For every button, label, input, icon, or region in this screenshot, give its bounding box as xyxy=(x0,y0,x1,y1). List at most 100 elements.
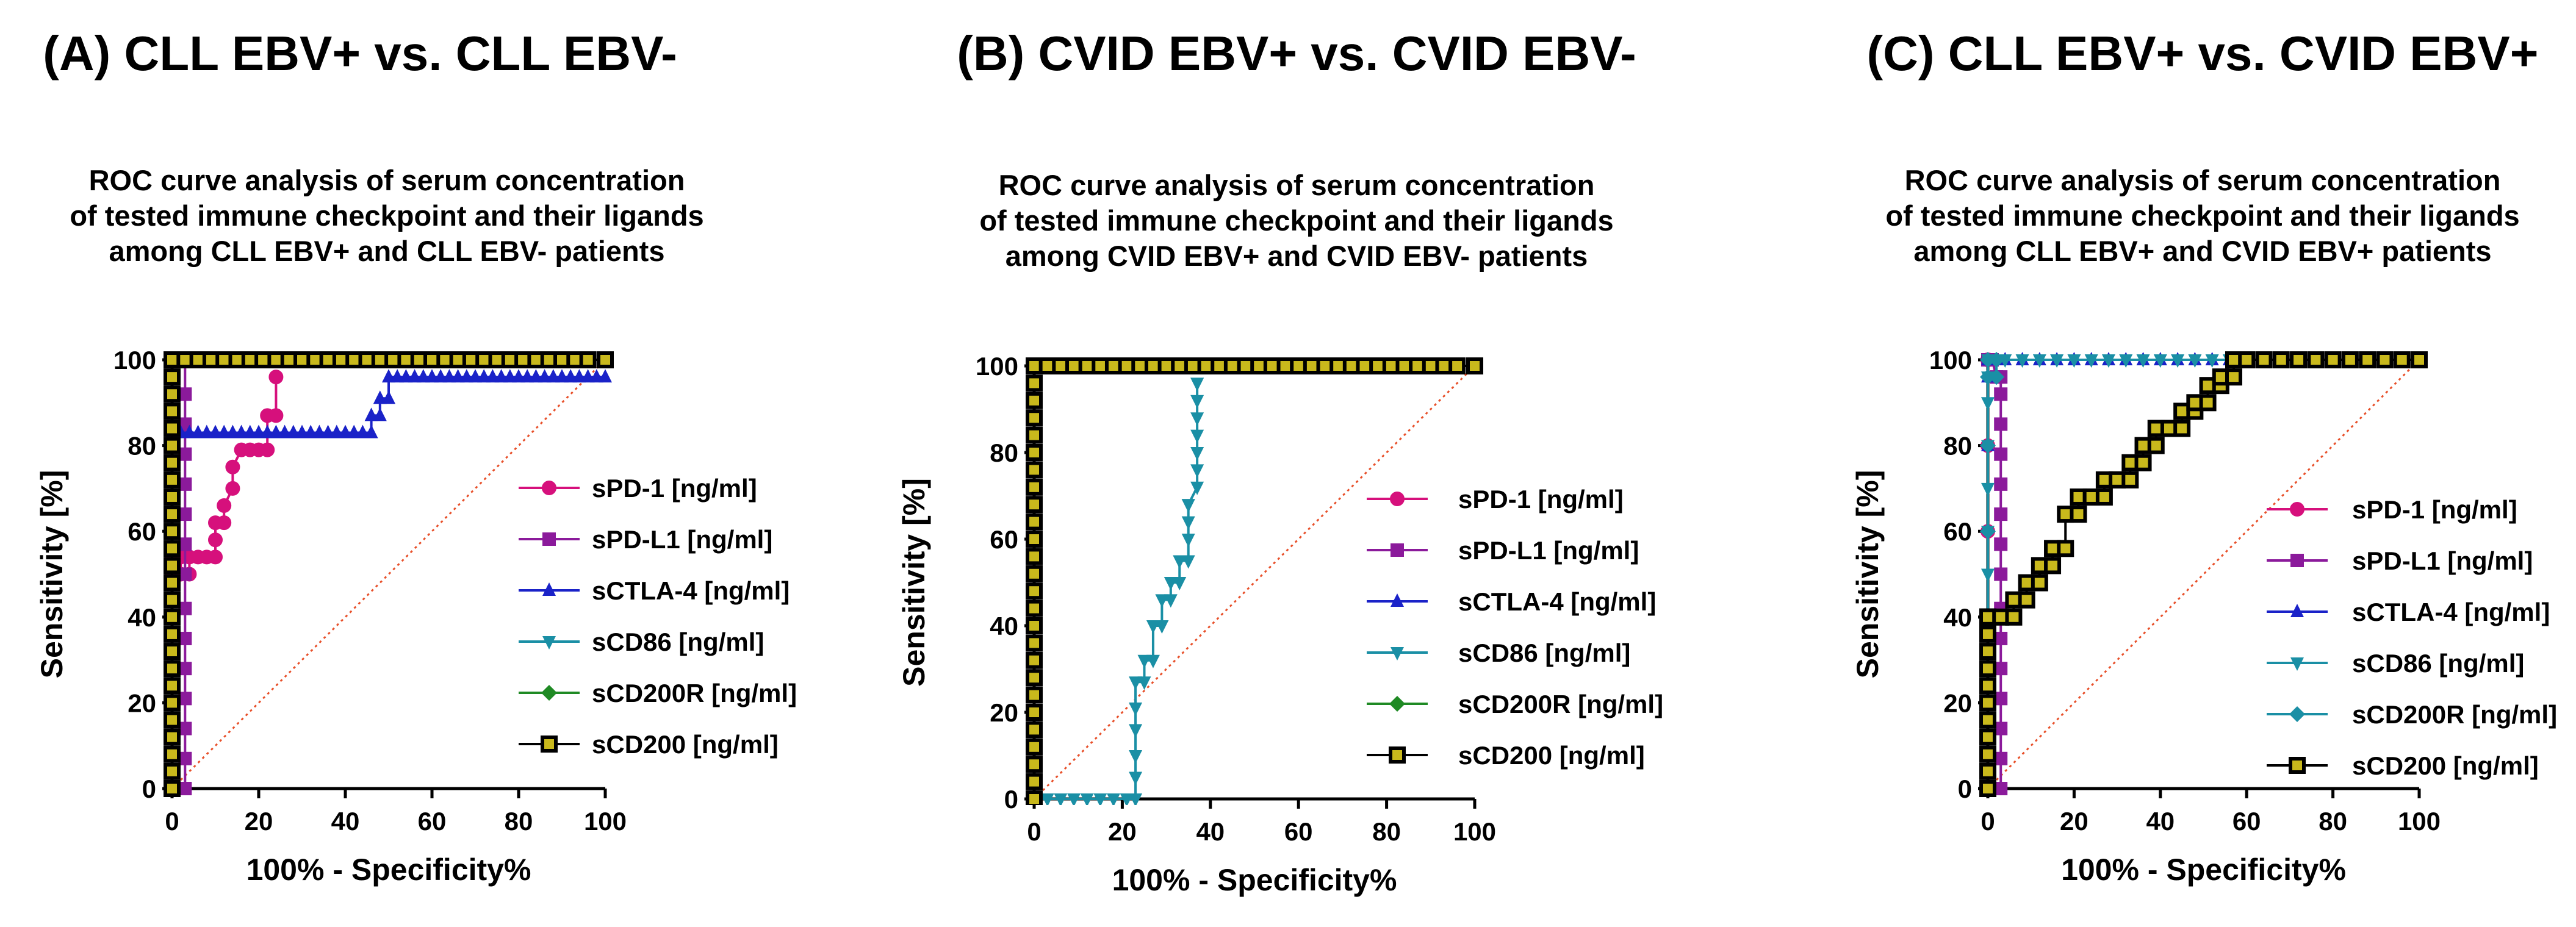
data-point xyxy=(1190,412,1204,426)
x-tick-label: 0 xyxy=(1981,807,1995,836)
data-point xyxy=(1994,537,2008,551)
x-tick-label: 60 xyxy=(1284,817,1313,846)
data-point xyxy=(208,532,223,548)
legend-label: sCD200R [ng/ml] xyxy=(592,679,797,707)
legend-marker xyxy=(1389,696,1405,712)
data-point xyxy=(178,507,192,521)
roc-panel-2: (C) CLL EBV+ vs. CVID EBV+ ROC curve anal… xyxy=(1851,26,2557,887)
y-tick-label: 80 xyxy=(128,432,156,460)
data-point xyxy=(546,369,560,383)
legend-marker xyxy=(1390,492,1405,506)
legend-marker xyxy=(2289,706,2305,722)
data-point xyxy=(2031,574,2048,592)
data-point xyxy=(451,369,465,383)
legend-label: sPD-1 [ng/ml] xyxy=(2352,495,2517,524)
data-point xyxy=(209,424,222,438)
data-point xyxy=(1181,499,1195,513)
data-point xyxy=(2359,351,2376,368)
data-point xyxy=(1190,429,1204,443)
data-point xyxy=(434,369,448,383)
data-point xyxy=(1181,534,1195,547)
data-point xyxy=(529,369,543,383)
data-point xyxy=(1173,577,1187,590)
legend-label: sCD86 [ng/ml] xyxy=(592,628,764,656)
data-point xyxy=(1026,531,1043,548)
data-point xyxy=(356,424,370,438)
data-point xyxy=(1137,676,1151,690)
data-point xyxy=(494,369,508,383)
data-point xyxy=(1448,357,1466,374)
data-point xyxy=(2205,354,2219,368)
data-point xyxy=(178,692,192,706)
data-point xyxy=(2411,351,2428,368)
data-point xyxy=(2238,351,2256,368)
data-point xyxy=(1129,676,1143,690)
data-point xyxy=(1054,793,1068,805)
data-point xyxy=(164,420,181,437)
x-tick-label: 0 xyxy=(1027,817,1041,846)
data-point xyxy=(2032,354,2046,368)
legend-label: sCD86 [ng/ml] xyxy=(2352,649,2524,678)
data-point xyxy=(164,694,181,712)
data-point xyxy=(1181,555,1195,569)
data-point xyxy=(1155,620,1169,634)
y-axis-label: Sensitivity [%] xyxy=(35,470,69,679)
data-point xyxy=(329,424,344,438)
data-point xyxy=(1980,352,1996,368)
data-point xyxy=(164,403,181,420)
data-point xyxy=(225,459,240,474)
data-point xyxy=(2199,394,2217,412)
data-point xyxy=(164,523,181,540)
data-point xyxy=(164,780,181,797)
data-point xyxy=(442,369,456,383)
legend-marker xyxy=(2290,604,2304,617)
data-point xyxy=(579,351,597,368)
series-sCTLA-4 xyxy=(165,369,612,794)
data-point xyxy=(278,424,292,438)
data-point xyxy=(1980,437,1996,454)
legend-marker xyxy=(2289,757,2306,774)
panel-title: (B) CVID EBV+ vs. CVID EBV- xyxy=(957,26,1636,81)
legend-marker xyxy=(542,636,556,650)
data-point xyxy=(1120,793,1134,805)
legend-label: sCD200R [ng/ml] xyxy=(1458,690,1663,718)
data-point xyxy=(295,424,309,438)
x-axis-label: 100% - Specificity% xyxy=(246,853,531,887)
data-point xyxy=(234,424,248,438)
data-point xyxy=(178,721,192,736)
data-point xyxy=(1164,577,1178,590)
legend-label: sCTLA-4 [ng/ml] xyxy=(592,576,790,605)
data-point xyxy=(538,369,552,383)
x-tick-label: 40 xyxy=(331,807,360,836)
data-point xyxy=(164,557,181,574)
data-point xyxy=(2307,351,2325,368)
legend-label: sCD200 [ng/ml] xyxy=(592,730,779,759)
data-point xyxy=(1129,724,1143,738)
data-point xyxy=(164,660,181,678)
data-point xyxy=(2290,351,2308,368)
data-point xyxy=(164,608,181,626)
data-point xyxy=(178,751,192,765)
plot-area xyxy=(1026,357,1483,805)
legend-marker xyxy=(2290,657,2304,671)
chart-subtitle-line: ROC curve analysis of serum concentratio… xyxy=(89,164,685,196)
data-point xyxy=(1994,631,2008,645)
data-point xyxy=(2044,557,2062,574)
data-point xyxy=(261,424,275,438)
data-point xyxy=(1026,513,1043,531)
panel-title: (C) CLL EBV+ vs. CVID EBV+ xyxy=(1866,26,2538,81)
data-point xyxy=(1988,369,2005,385)
data-point xyxy=(1026,444,1043,461)
data-point xyxy=(1146,654,1160,668)
data-point xyxy=(1994,417,2008,431)
legend-label: sPD-L1 [ng/ml] xyxy=(592,525,772,554)
legend-label: sPD-L1 [ng/ml] xyxy=(2352,546,2533,575)
data-point xyxy=(1146,620,1160,634)
data-point xyxy=(1026,426,1043,444)
y-tick-label: 0 xyxy=(1004,785,1018,814)
data-point xyxy=(217,515,232,531)
data-point xyxy=(2147,437,2165,454)
chart-subtitle-line: ROC curve analysis of serum concentratio… xyxy=(999,169,1595,201)
chart-subtitle-line: of tested immune checkpoint and their li… xyxy=(70,199,703,232)
data-point xyxy=(564,369,578,383)
